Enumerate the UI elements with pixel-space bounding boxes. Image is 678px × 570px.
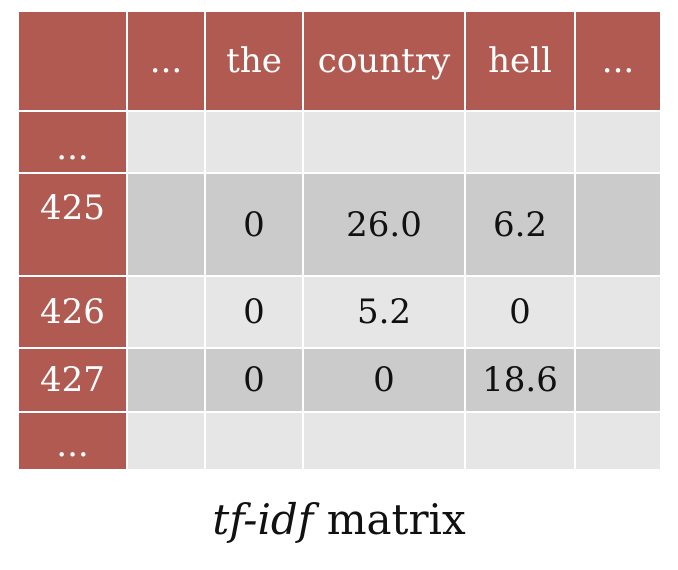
corner-cell xyxy=(17,10,128,112)
table-cell: 18.6 xyxy=(464,347,576,413)
caption-rest: matrix xyxy=(313,495,466,544)
table-cell xyxy=(126,275,206,349)
table-cell xyxy=(126,172,206,277)
table-cell: 0 xyxy=(204,275,304,349)
table-cell: 0 xyxy=(204,172,304,277)
table-cell xyxy=(302,411,466,471)
table-cell: 0 xyxy=(302,347,466,413)
row-header-427: 427 xyxy=(17,347,128,413)
table-cell xyxy=(574,172,662,277)
table-cell xyxy=(464,411,576,471)
column-header-ellipsis-left: ... xyxy=(126,10,206,112)
table-cell xyxy=(126,110,206,174)
header-row: ... the country hell ... xyxy=(17,10,662,112)
table-row: ... xyxy=(17,411,662,471)
table-cell xyxy=(574,411,662,471)
tfidf-matrix-table: ... the country hell ... ... 425 0 26.0 … xyxy=(17,10,662,471)
table-row: 426 0 5.2 0 xyxy=(17,275,662,349)
table-cell xyxy=(464,110,576,174)
caption-italic-term: tf-idf xyxy=(212,495,314,544)
table-row: ... xyxy=(17,110,662,174)
table-cell xyxy=(204,110,304,174)
column-header-the: the xyxy=(204,10,304,112)
column-header-hell: hell xyxy=(464,10,576,112)
table-cell xyxy=(204,411,304,471)
table-cell xyxy=(126,411,206,471)
row-header-ellipsis-bottom: ... xyxy=(17,411,128,471)
table-cell: 6.2 xyxy=(464,172,576,277)
table-row: 425 0 26.0 6.2 xyxy=(17,172,662,277)
row-header-426: 426 xyxy=(17,275,128,349)
table-cell xyxy=(574,275,662,349)
table-cell: 0 xyxy=(204,347,304,413)
table-cell xyxy=(574,110,662,174)
table-cell xyxy=(302,110,466,174)
table-cell xyxy=(574,347,662,413)
table-cell: 0 xyxy=(464,275,576,349)
table-cell: 5.2 xyxy=(302,275,466,349)
table-cell: 26.0 xyxy=(302,172,466,277)
matrix-caption: tf-idf matrix xyxy=(0,495,678,544)
column-header-country: country xyxy=(302,10,466,112)
table-cell xyxy=(126,347,206,413)
table-row: 427 0 0 18.6 xyxy=(17,347,662,413)
row-header-ellipsis-top: ... xyxy=(17,110,128,174)
column-header-ellipsis-right: ... xyxy=(574,10,662,112)
row-header-425: 425 xyxy=(17,172,128,277)
